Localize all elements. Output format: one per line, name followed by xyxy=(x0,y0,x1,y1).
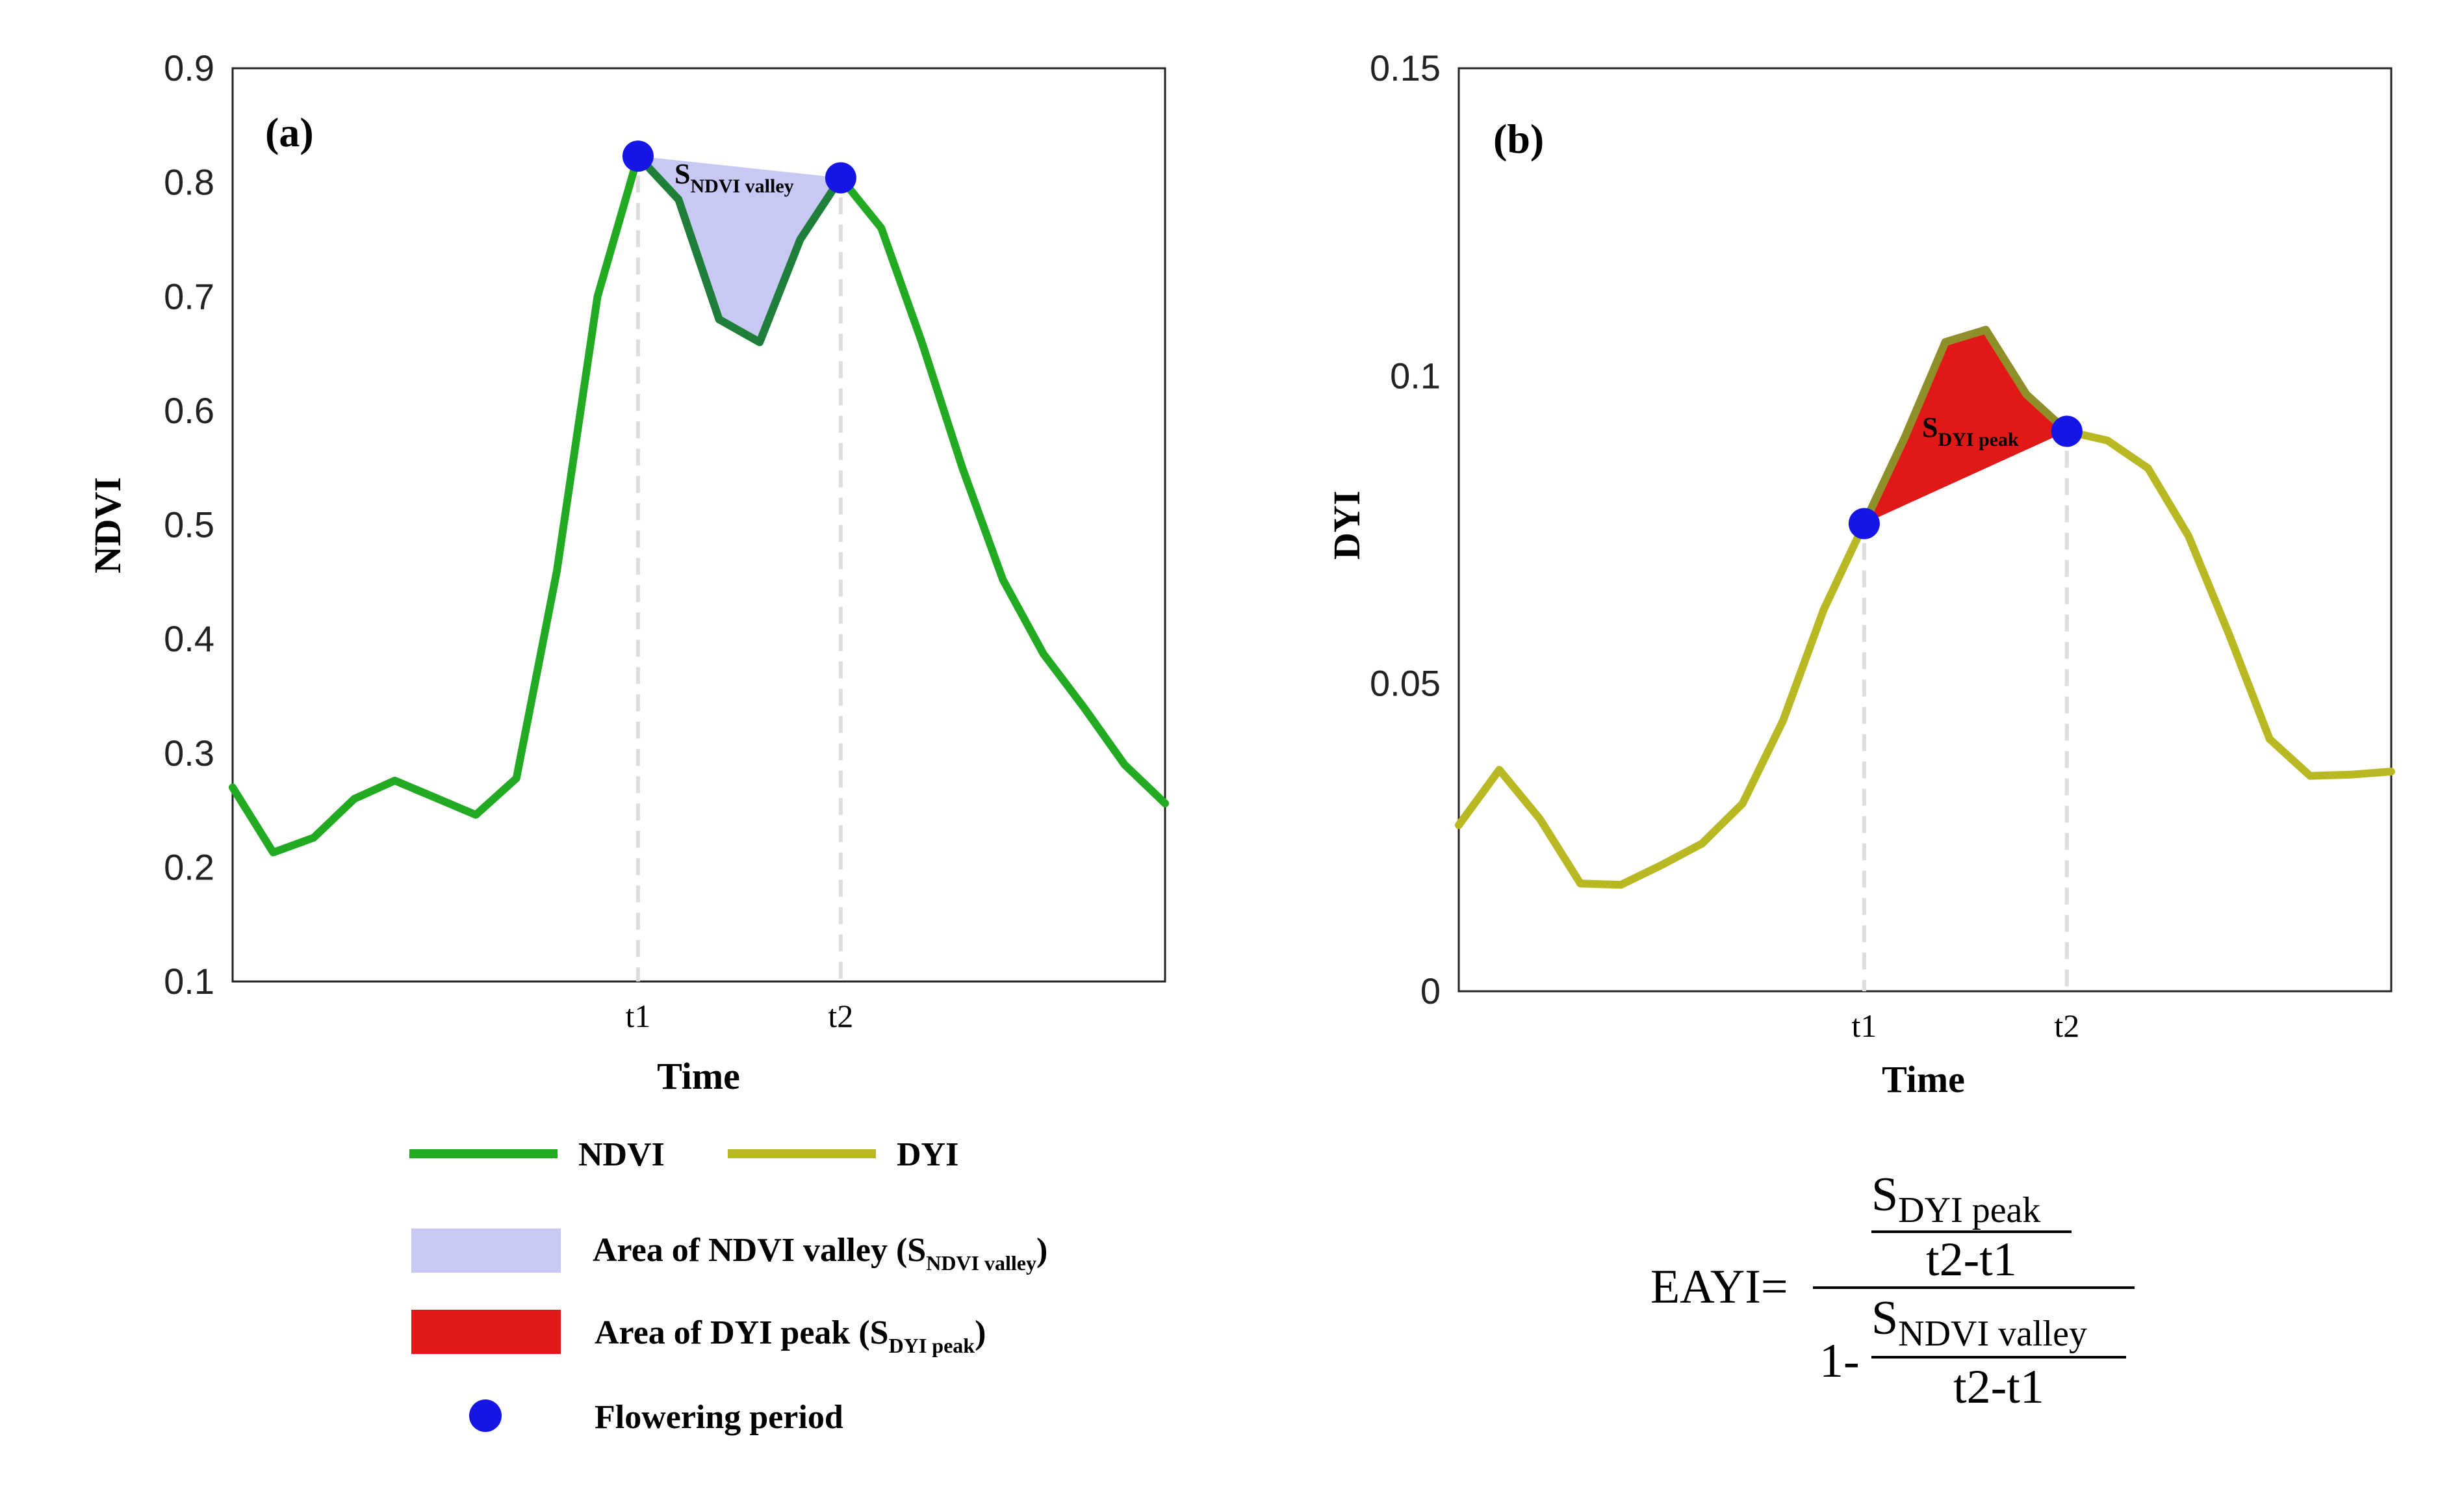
panel-a-x-axis-title: Time xyxy=(657,1055,740,1097)
panel-a-y-tick-labels: 0.1 0.2 0.3 0.4 0.5 0.6 0.7 0.8 0.9 xyxy=(164,47,214,1002)
panel-a-label: (a) xyxy=(265,109,314,155)
legend-peak-close: ) xyxy=(975,1314,986,1351)
ndvi-line-layer xyxy=(229,152,1169,857)
panel-b-flowering-points xyxy=(1848,415,2083,540)
y-tick-label: 0.9 xyxy=(164,47,214,88)
panel-a-flowering-points xyxy=(622,140,856,194)
panel-b-guide-lines xyxy=(1862,450,2069,991)
flowering-point-t2 xyxy=(2051,415,2083,447)
legend-valley-swatch xyxy=(411,1228,561,1273)
legend-valley-label: Area of NDVI valley (SNDVI valley) xyxy=(593,1232,1047,1275)
ndvi-valley-area-symbol: S xyxy=(674,158,690,190)
panel-b-dyi-chart: 0 0.05 0.1 0.15 t1 t2 (b) Time DYI SDYI peak xyxy=(1326,47,2395,1100)
x-tick-label-t2: t2 xyxy=(828,998,853,1034)
y-tick-label: 0.8 xyxy=(164,162,214,203)
legend-ndvi-label: NDVI xyxy=(578,1136,665,1173)
y-tick-label: 0.7 xyxy=(164,276,214,317)
ndvi-valley-area-subscript: NDVI valley xyxy=(690,176,793,197)
legend-dyi-label: DYI xyxy=(897,1136,958,1173)
legend-peak-swatch xyxy=(411,1310,561,1354)
y-tick-label: 0.1 xyxy=(1390,355,1441,396)
flowering-point-t2 xyxy=(825,162,856,194)
formula-top-denominator: t2-t1 xyxy=(1926,1233,2017,1286)
y-tick-label: 0.2 xyxy=(164,846,214,887)
dyi-peak-area-symbol: S xyxy=(1922,411,1938,443)
legend-peak-label: Area of DYI peak (SDYI peak) xyxy=(595,1314,986,1357)
formula-one-minus: 1- xyxy=(1819,1334,1860,1388)
eayi-formula: EAYI= SDYI peak t2-t1 1- SNDVI valley t2… xyxy=(1650,1168,2135,1414)
ndvi-valley-area-label: SNDVI valley xyxy=(674,158,794,197)
flowering-point-t1 xyxy=(1848,508,1880,540)
panel-a-ndvi-chart: 0.1 0.2 0.3 0.4 0.5 0.6 0.7 0.8 0.9 t1 t2 (a) Tim… xyxy=(86,47,1169,1097)
x-tick-label-t1: t1 xyxy=(625,998,650,1034)
dyi-peak-area xyxy=(1864,330,2067,524)
formula-bottom-numerator: SNDVI valley xyxy=(1871,1292,2087,1354)
formula-bottom-subscript: NDVI valley xyxy=(1898,1314,2087,1354)
legend-flowering-label: Flowering period xyxy=(595,1399,843,1436)
y-tick-label: 0.6 xyxy=(164,390,214,431)
ndvi-line-flowering-segment xyxy=(634,152,845,346)
dyi-peak-area-subscript: DYI peak xyxy=(1938,429,2019,450)
flowering-point-t1 xyxy=(622,140,654,172)
y-tick-label: 0.05 xyxy=(1370,663,1441,704)
legend-peak-subscript: DYI peak xyxy=(889,1334,975,1357)
y-tick-label: 0.15 xyxy=(1370,47,1441,88)
dyi-line-layer xyxy=(1455,326,2395,889)
y-tick-label: 0.5 xyxy=(164,504,214,545)
dyi-line-flowering-segment xyxy=(1860,326,2071,528)
legend: NDVI DYI Area of NDVI valley (SNDVI vall… xyxy=(409,1136,1047,1436)
panel-b-label: (b) xyxy=(1493,116,1544,162)
panel-a-plot-frame xyxy=(231,67,1166,983)
panel-b-x-axis-title: Time xyxy=(1882,1058,1965,1100)
formula-top-numerator: SDYI peak xyxy=(1871,1168,2040,1230)
legend-flowering-point-icon xyxy=(469,1399,502,1432)
x-tick-label-t1: t1 xyxy=(1851,1008,1877,1044)
ndvi-valley-area-layer xyxy=(637,156,841,343)
y-tick-label: 0.3 xyxy=(164,733,214,774)
legend-valley-close: ) xyxy=(1036,1232,1047,1269)
formula-bottom-denominator: t2-t1 xyxy=(1953,1360,2044,1414)
panel-b-x-tick-labels: t1 t2 xyxy=(1851,1008,2079,1044)
legend-peak-text: Area of DYI peak (S xyxy=(595,1314,889,1351)
panel-a-guide-lines xyxy=(635,176,843,982)
formula-lhs: EAYI= xyxy=(1650,1260,1788,1314)
ndvi-valley-area xyxy=(637,156,841,343)
panel-a-y-axis-title: NDVI xyxy=(86,477,129,573)
panel-b-plot-frame xyxy=(1457,67,2393,993)
y-tick-label: 0.4 xyxy=(164,618,214,659)
y-tick-label: 0.1 xyxy=(164,961,214,1002)
dyi-peak-area-label: SDYI peak xyxy=(1922,411,2019,450)
x-tick-label-t2: t2 xyxy=(2054,1008,2079,1044)
formula-top-s: S xyxy=(1871,1168,1898,1221)
panel-b-y-tick-labels: 0 0.05 0.1 0.15 xyxy=(1370,47,1441,1011)
panel-b-y-axis-title: DYI xyxy=(1326,491,1368,560)
dyi-peak-area-layer xyxy=(1864,330,2067,524)
y-tick-label: 0 xyxy=(1420,970,1441,1011)
legend-valley-subscript: NDVI valley xyxy=(926,1251,1036,1275)
formula-top-subscript: DYI peak xyxy=(1898,1190,2040,1230)
panel-a-x-tick-labels: t1 t2 xyxy=(625,998,853,1034)
formula-bottom-s: S xyxy=(1871,1292,1898,1345)
legend-valley-text: Area of NDVI valley (S xyxy=(593,1232,926,1269)
